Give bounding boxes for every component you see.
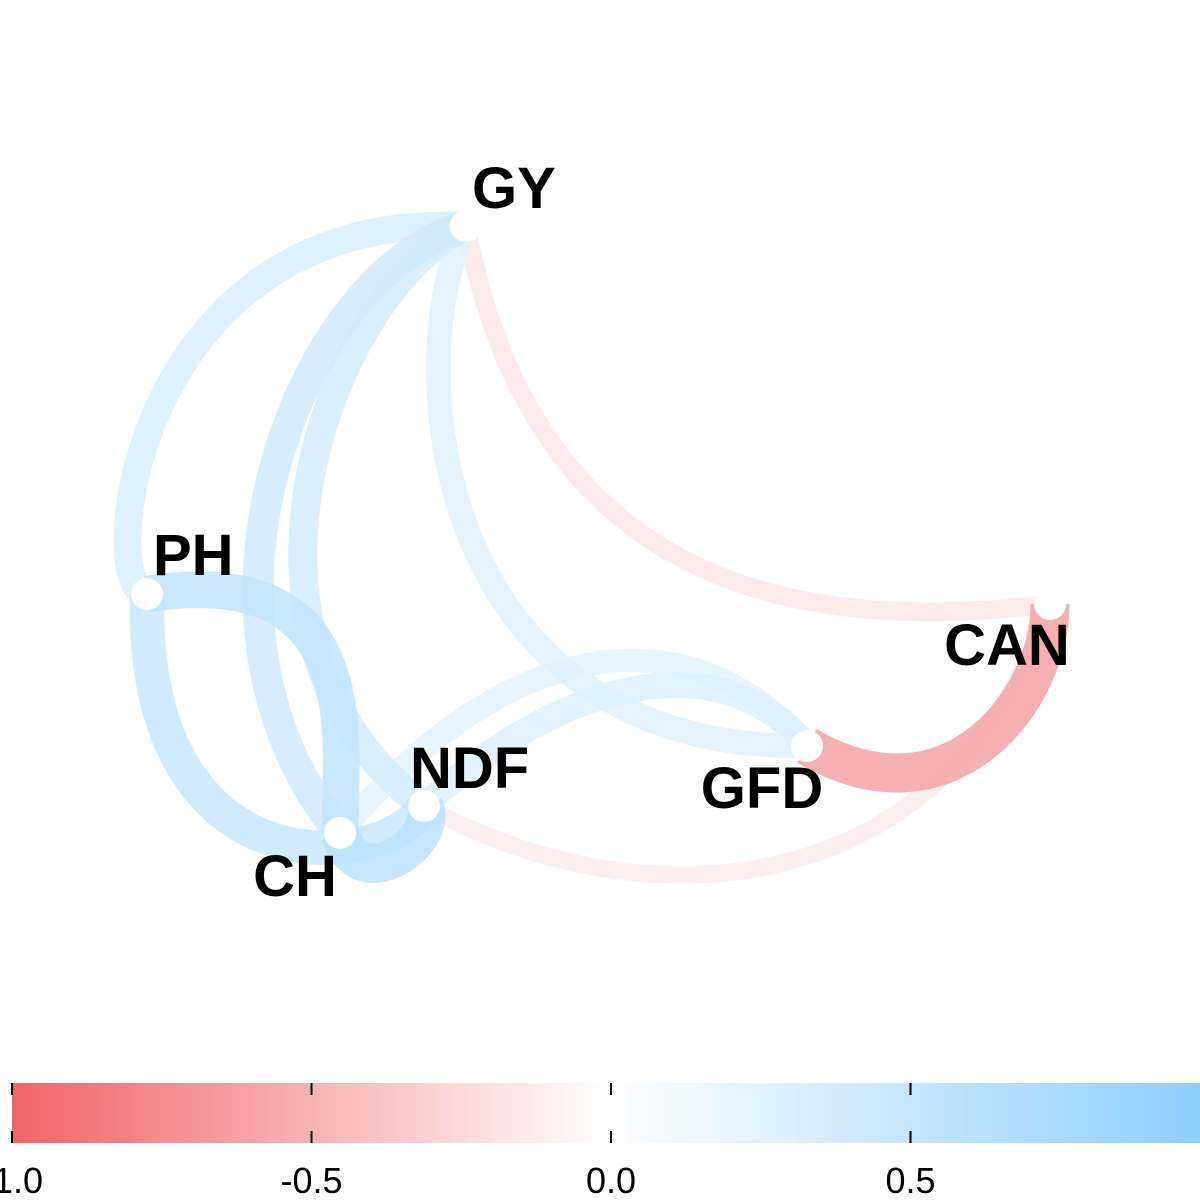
nodes-layer (131, 210, 1066, 849)
colorbar-tick-label: -0.5 (280, 1160, 342, 1200)
node-label-ch: CH (253, 844, 337, 909)
node-ph (131, 578, 163, 610)
node-gfd (791, 730, 823, 762)
node-gy (450, 210, 482, 242)
node-label-ph: PH (153, 523, 234, 588)
colorbar-ticks: -1.0-0.50.00.51 (0, 1083, 1200, 1200)
edge-gfd-can (797, 603, 1070, 793)
edge-ndf-gfd (415, 672, 817, 816)
colorbar-gradient (12, 1083, 1200, 1143)
colorbar: -1.0-0.50.00.51 (0, 1083, 1200, 1200)
node-label-ndf: NDF (410, 736, 529, 801)
node-ch (324, 817, 356, 849)
node-can (1034, 588, 1066, 620)
node-label-gy: GY (472, 156, 556, 221)
node-labels-layer: GY PH CH NDF GFD CAN (153, 156, 1070, 909)
node-label-can: CAN (944, 613, 1070, 678)
colorbar-tick-label: 0.5 (885, 1160, 935, 1200)
edge-gy-can (456, 224, 1052, 622)
colorbar-tick-label: -1.0 (0, 1160, 43, 1200)
edge-gy-ph (113, 211, 467, 608)
node-ndf (408, 790, 440, 822)
edge-ph-ndf (129, 593, 440, 865)
edges-layer (113, 211, 1070, 884)
edge-gy-ch (242, 211, 471, 843)
node-label-gfd: GFD (701, 756, 823, 821)
colorbar-tick-label: 0.0 (586, 1160, 636, 1200)
edge-gy-gfd (426, 220, 808, 759)
edge-ph-ch (144, 571, 360, 834)
